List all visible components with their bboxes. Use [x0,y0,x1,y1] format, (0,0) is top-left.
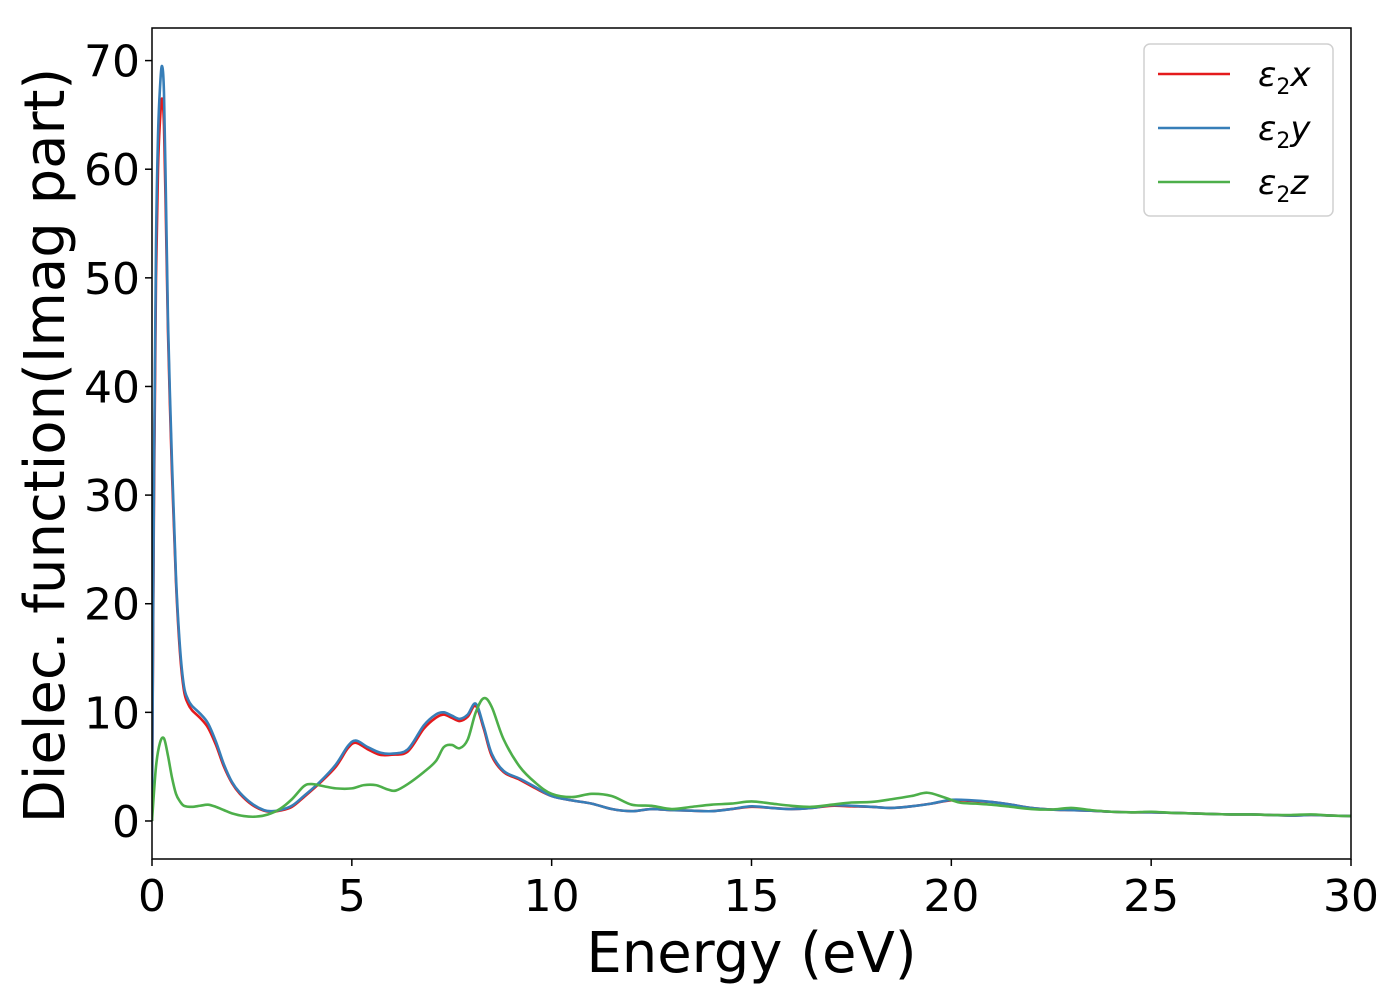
x-tick-label: 25 [1123,871,1179,922]
legend-variable: z [1289,163,1309,203]
y-axis-ticks: 0 10 20 30 40 50 60 70 [84,37,152,848]
y-tick-label: 10 [84,688,140,739]
x-tick-label: 30 [1323,871,1379,922]
x-axis-label: Energy (eV) [586,921,916,986]
legend-subscript: 2 [1276,183,1290,208]
legend-label-x: ε2x [1258,55,1311,100]
x-tick-label: 0 [138,871,166,922]
legend-subscript: 2 [1276,129,1290,154]
y-tick-label: 50 [84,254,140,305]
y-tick-label: 30 [84,471,140,522]
plot-lines [152,64,1351,822]
legend-symbol: ε [1258,55,1276,95]
y-tick-label: 40 [84,362,140,413]
legend-variable: y [1289,109,1311,149]
legend-variable: x [1289,55,1311,95]
legend-label-z: ε2z [1258,163,1309,208]
legend-symbol: ε [1258,163,1276,203]
legend-symbol: ε [1258,109,1276,149]
x-tick-label: 10 [524,871,580,922]
legend-label-y: ε2y [1258,109,1311,154]
x-tick-label: 20 [923,871,979,922]
x-tick-label: 15 [724,871,780,922]
y-tick-label: 60 [84,145,140,196]
y-axis-label: Dielec. function(Imag part) [13,68,78,824]
legend-subscript: 2 [1276,75,1290,100]
x-tick-label: 5 [338,871,366,922]
y-tick-label: 20 [84,580,140,631]
y-tick-label: 70 [84,37,140,88]
x-axis-ticks: 0 5 10 15 20 25 30 [138,859,1379,922]
series-line-z [152,696,1351,822]
legend-box [1143,43,1334,217]
y-tick-label: 0 [112,797,140,848]
